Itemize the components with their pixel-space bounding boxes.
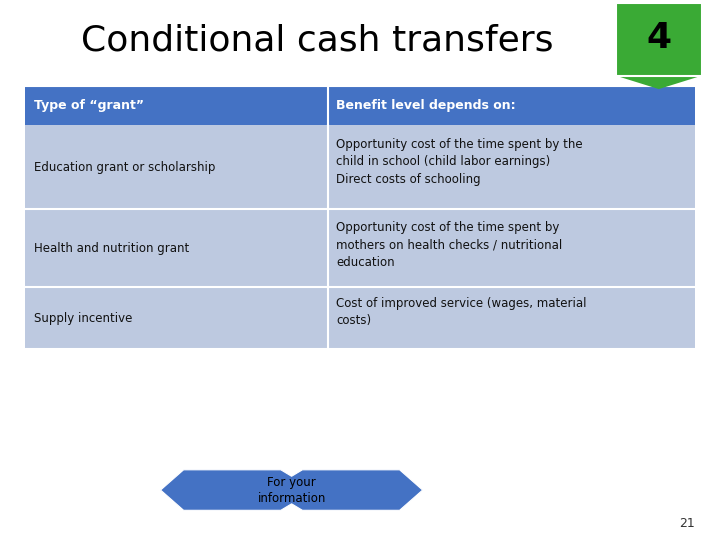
Text: 4: 4 [647, 21, 671, 55]
Text: Cost of improved service (wages, material
costs): Cost of improved service (wages, materia… [336, 296, 587, 327]
Text: Health and nutrition grant: Health and nutrition grant [34, 241, 189, 255]
Text: Opportunity cost of the time spent by the
child in school (child labor earnings): Opportunity cost of the time spent by th… [336, 138, 583, 186]
Text: Opportunity cost of the time spent by
mothers on health checks / nutritional
edu: Opportunity cost of the time spent by mo… [336, 221, 562, 269]
FancyBboxPatch shape [25, 209, 695, 287]
FancyBboxPatch shape [25, 86, 695, 125]
Text: Conditional cash transfers: Conditional cash transfers [81, 24, 553, 57]
Text: Benefit level depends on:: Benefit level depends on: [336, 99, 516, 112]
Text: 21: 21 [679, 517, 695, 530]
Text: Type of “grant”: Type of “grant” [34, 99, 144, 112]
Polygon shape [161, 470, 423, 510]
FancyBboxPatch shape [616, 3, 702, 76]
FancyBboxPatch shape [25, 125, 695, 209]
Text: For your
information: For your information [258, 476, 325, 504]
FancyBboxPatch shape [25, 287, 695, 349]
Text: Education grant or scholarship: Education grant or scholarship [34, 160, 215, 174]
Polygon shape [616, 76, 702, 89]
Text: Supply incentive: Supply incentive [34, 312, 132, 325]
